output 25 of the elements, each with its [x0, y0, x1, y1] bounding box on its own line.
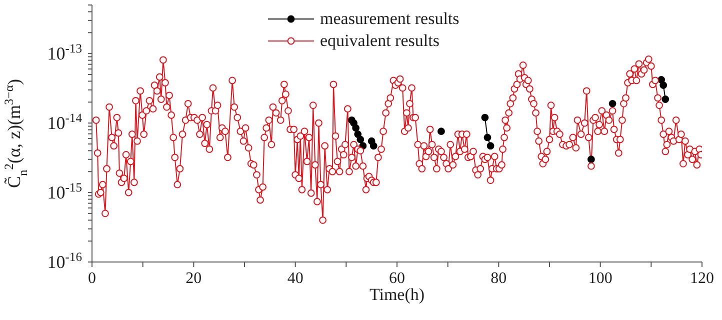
y-tick-label: 10$^{-15}$	[47, 180, 82, 203]
point	[486, 142, 494, 150]
y-tick-label: 10$^{-16}$	[47, 250, 82, 272]
x-tick-label: 120	[690, 270, 714, 287]
x-tick-label: 100	[588, 270, 612, 287]
x-tick-label: 20	[186, 270, 202, 287]
point	[608, 100, 616, 108]
point	[352, 124, 360, 132]
point	[438, 128, 445, 136]
y-tick-label: 10$^{-13}$	[47, 41, 82, 64]
x-tick-label: 80	[490, 270, 507, 287]
point	[660, 82, 668, 89]
x-tick-label: 40	[287, 270, 304, 287]
point	[484, 134, 492, 142]
point	[587, 156, 595, 164]
point	[370, 142, 378, 150]
y-tick-label: 10$^{-14}$	[47, 110, 83, 134]
point	[481, 114, 489, 122]
legend-label: measurement results	[320, 8, 460, 30]
x-tick-label: 60	[389, 270, 405, 287]
point	[662, 96, 670, 103]
x-axis-title: Time(h)	[369, 285, 425, 304]
point	[356, 136, 364, 144]
legend-label: equivalent results	[320, 30, 440, 52]
x-tick-label: 0	[88, 270, 96, 287]
